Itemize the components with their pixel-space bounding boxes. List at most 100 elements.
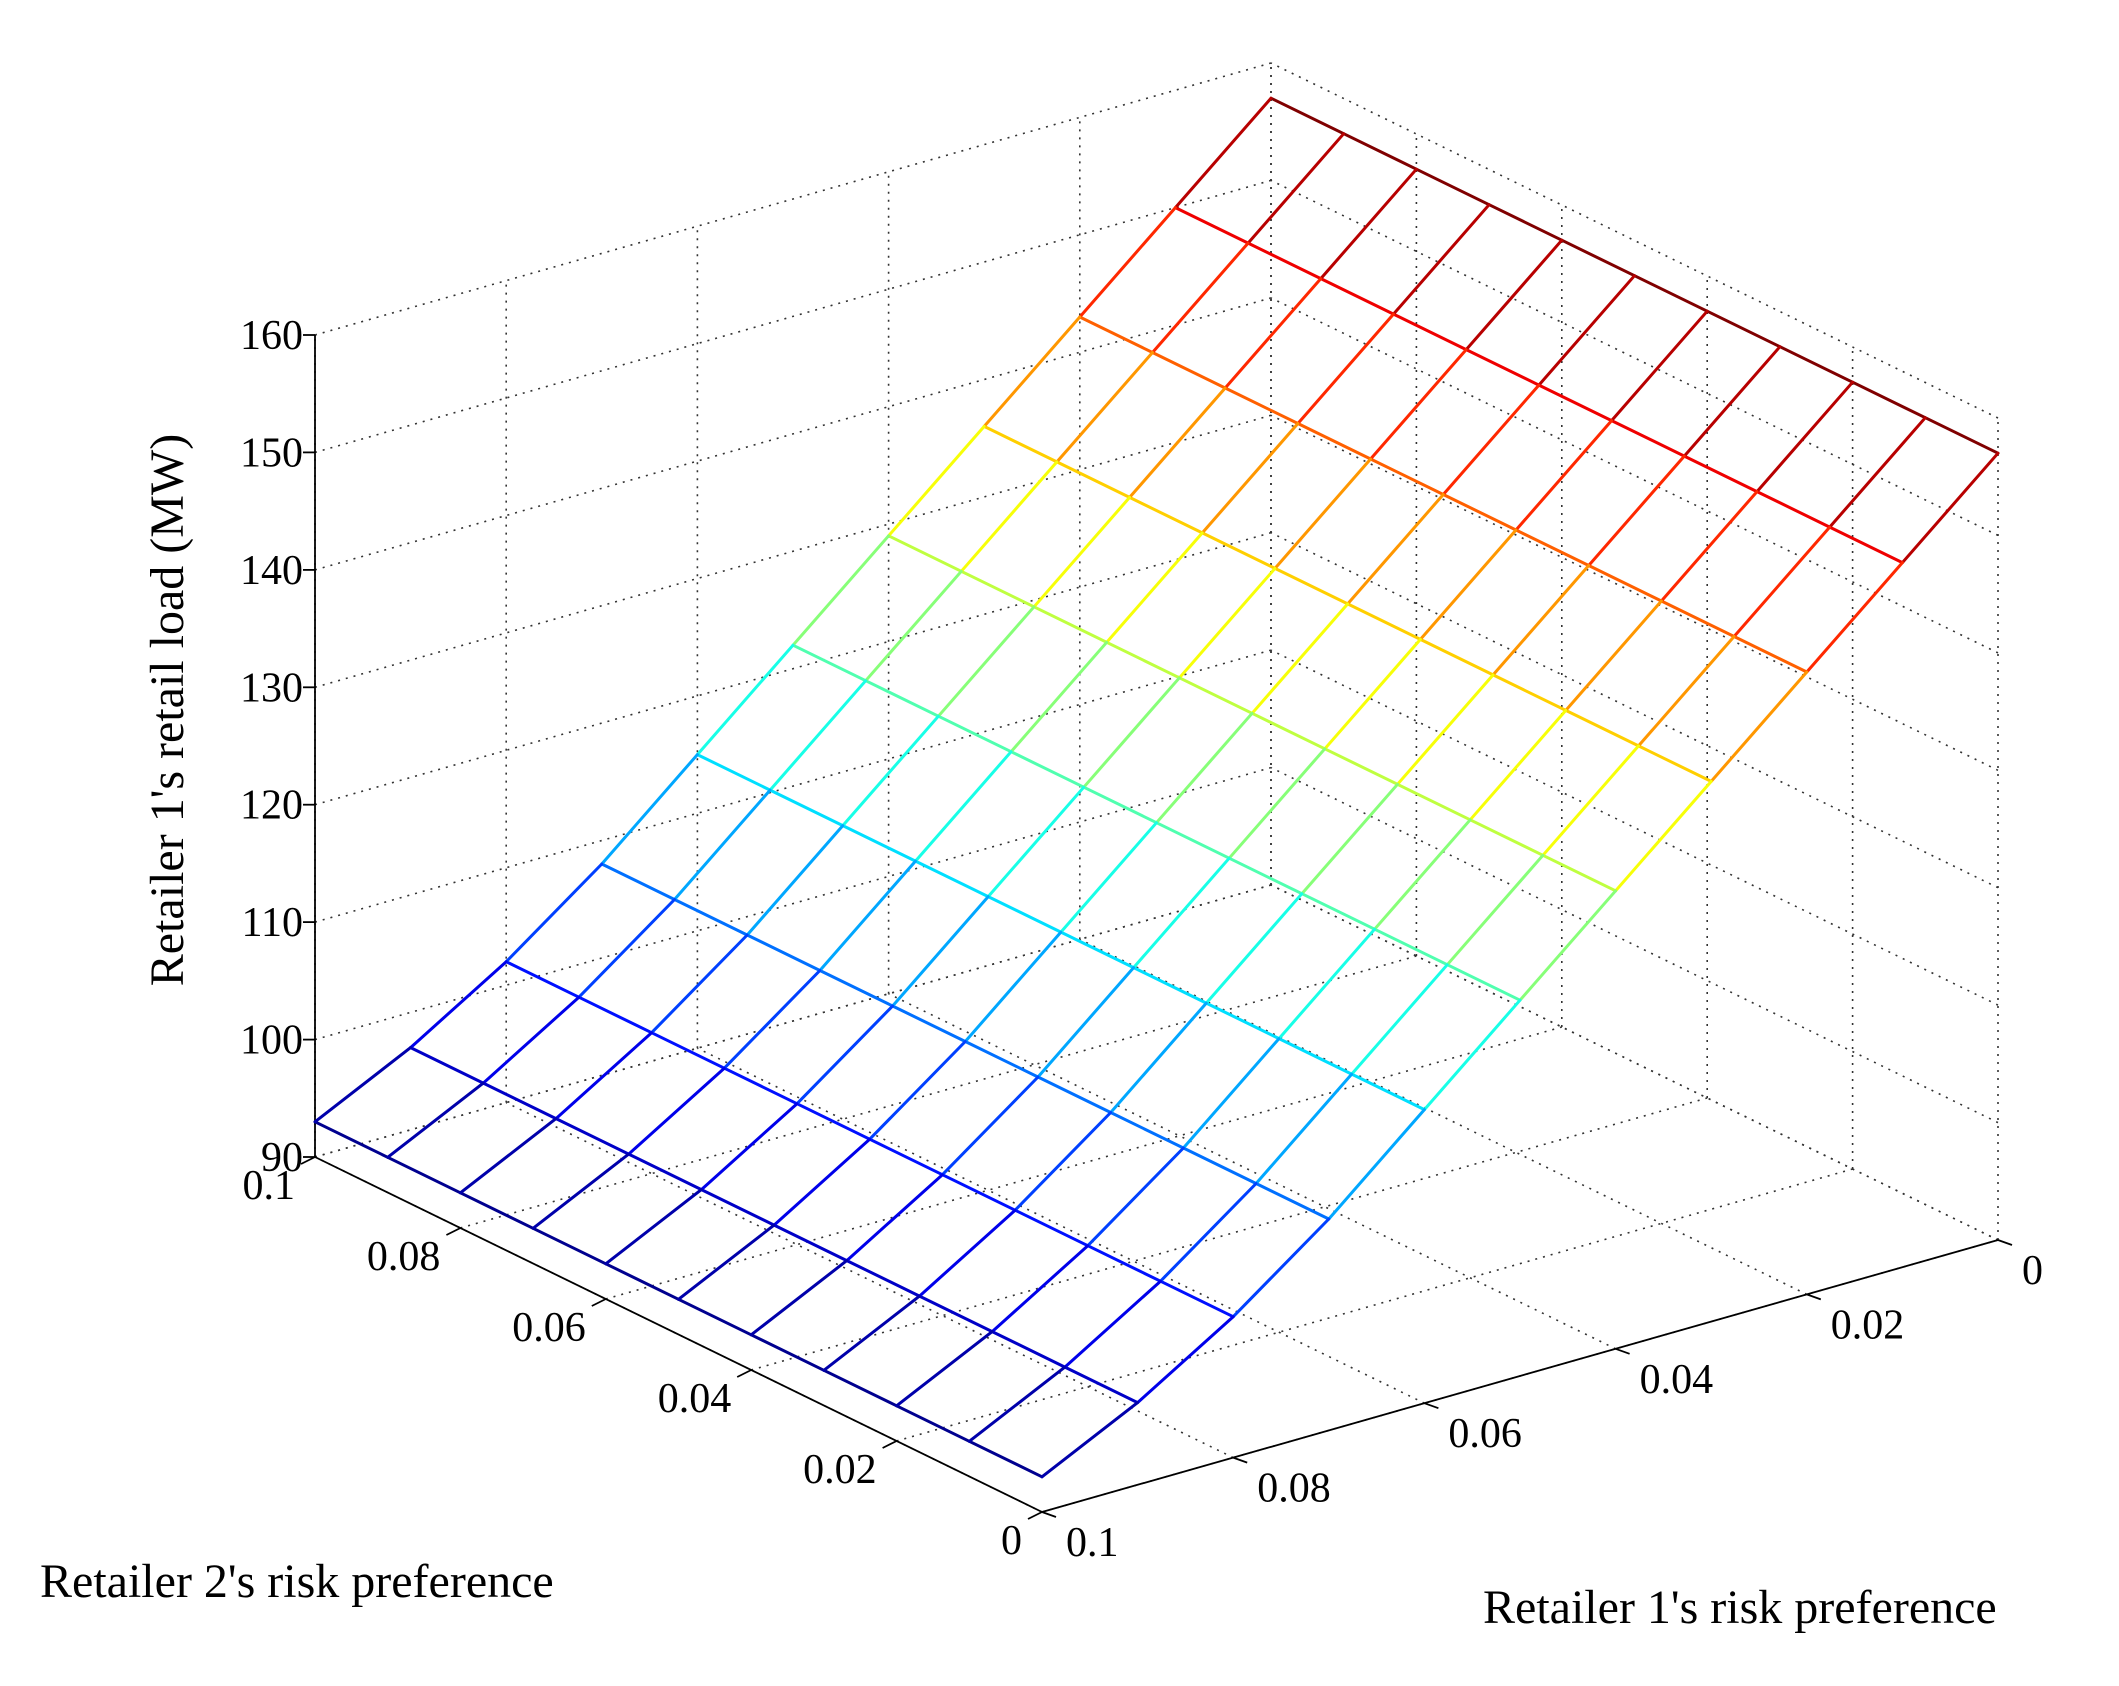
mesh-line-x (1755, 490, 1832, 529)
x-tick-mark (1615, 1347, 1630, 1355)
mesh-line-y (1464, 238, 1564, 352)
mesh-line-x (745, 933, 822, 972)
y-tick-label: 0.02 (803, 1447, 877, 1493)
mesh-line-y (1204, 892, 1304, 1005)
mesh-line-x (1560, 238, 1636, 278)
mesh-line-y (1032, 495, 1132, 609)
mesh-line-x (1514, 528, 1591, 567)
mesh-line-y (887, 424, 986, 538)
mesh-line-y (1350, 963, 1449, 1076)
mesh-line-x (1009, 750, 1086, 789)
mesh-line-y (1227, 747, 1327, 860)
mesh-line-x (1273, 566, 1350, 606)
z-tick-label: 90 (261, 1135, 303, 1181)
z-axis-title: Retailer 1's retail load (MW) (141, 434, 194, 986)
grid-line-z (1270, 766, 1999, 1124)
mesh-line-y (936, 605, 1036, 718)
mesh-line-y (982, 315, 1082, 428)
mesh-line-x (1063, 1365, 1140, 1405)
mesh-line-y (1445, 853, 1545, 967)
grid-line-floor (505, 1101, 1234, 1459)
mesh-line-x (963, 1040, 1040, 1079)
mesh-line-y (1063, 1279, 1162, 1369)
mesh-line-y (1231, 1217, 1331, 1319)
grid-line-floor (1270, 884, 1999, 1241)
mesh-line-y (1078, 206, 1177, 319)
mesh-line-y (1246, 132, 1346, 245)
mesh-line-y (959, 460, 1059, 573)
mesh-line-y (868, 1040, 967, 1141)
mesh-line-x (1250, 711, 1327, 751)
mesh-line-y (1059, 821, 1158, 934)
mesh-line-y (1173, 96, 1273, 210)
mesh-line-y (1518, 889, 1618, 1002)
mesh-line-y (1277, 927, 1377, 1041)
y-tick-label: 0.06 (512, 1305, 586, 1351)
mesh-line-x (1346, 602, 1422, 641)
mesh-line-y (1537, 274, 1636, 387)
mesh-line-y (845, 1173, 944, 1263)
mesh-line-y (745, 824, 845, 937)
mesh-line-y (772, 1137, 872, 1227)
grid-line-z (314, 531, 1272, 806)
y-tick-label: 0.1 (243, 1163, 296, 1209)
mesh-line-y (1900, 451, 2000, 565)
grid-line-z (1270, 531, 1999, 889)
mesh-line-x (959, 569, 1036, 609)
mesh-line-y (650, 933, 749, 1035)
mesh-line-x (795, 1102, 872, 1141)
mesh-line-y (1323, 637, 1422, 751)
mesh-line-y (1396, 673, 1495, 786)
mesh-line-x (749, 1333, 826, 1372)
mesh-line-x (895, 1404, 971, 1443)
mesh-line-x (531, 1226, 608, 1266)
mesh-line-x (504, 960, 581, 999)
mesh-line-y (1610, 309, 1709, 423)
z-tick-label: 110 (242, 900, 303, 946)
y-tick-mark (736, 1369, 752, 1378)
mesh-line-y (1732, 525, 1832, 638)
mesh-line-x (982, 424, 1059, 464)
mesh-line-y (963, 930, 1063, 1043)
mesh-line-x (986, 895, 1063, 934)
mesh-line-y (699, 1102, 799, 1192)
mesh-line-y (1273, 457, 1373, 570)
mesh-line-x (967, 1439, 1044, 1479)
mesh-line-y (1128, 386, 1227, 499)
mesh-line-y (386, 1081, 485, 1159)
mesh-line-y (1151, 241, 1250, 354)
mesh-line-y (1040, 1401, 1140, 1479)
mesh-line-y (504, 862, 604, 964)
mesh-line-x (1204, 1001, 1281, 1041)
mesh-line-y (1013, 1111, 1113, 1212)
mesh-line-x (1441, 493, 1518, 532)
mesh-line-x (768, 788, 845, 828)
mesh-line-x (1537, 383, 1614, 423)
mesh-line-y (1254, 1072, 1354, 1185)
mesh-line-x (1705, 309, 1782, 349)
y-tick-label: 0 (1001, 1518, 1022, 1564)
mesh-line-y (1422, 998, 1522, 1112)
mesh-line-y (1468, 708, 1568, 822)
mesh-line-y (1132, 856, 1231, 970)
mesh-line-x (1319, 277, 1395, 316)
mesh-line-y (940, 1075, 1040, 1177)
tick-labels: 90 100 110 120 130 140 150 160 0 0.02 0.04 0.06 0.08… (240, 313, 2043, 1566)
grid-line-z (314, 62, 1272, 336)
mesh-line-x (673, 898, 749, 937)
mesh-line-x (1323, 747, 1399, 786)
x-tick-mark (1806, 1293, 1822, 1301)
mesh-line-x (1105, 640, 1181, 680)
mesh-line-x (1851, 380, 1927, 420)
grid-line-z (1270, 414, 1999, 772)
mesh-line-x (677, 1297, 753, 1337)
mesh-line-y (1155, 711, 1254, 825)
grid-line-floor (896, 1168, 1853, 1442)
mesh-line-y (604, 1188, 703, 1266)
mesh-line-y (1709, 670, 1809, 783)
mesh-line-x (1659, 599, 1736, 638)
z-tick-label: 130 (240, 665, 303, 711)
mesh-line-x (1468, 818, 1545, 857)
mesh-line-y (1828, 416, 1927, 529)
mesh-line-y (677, 1223, 776, 1301)
